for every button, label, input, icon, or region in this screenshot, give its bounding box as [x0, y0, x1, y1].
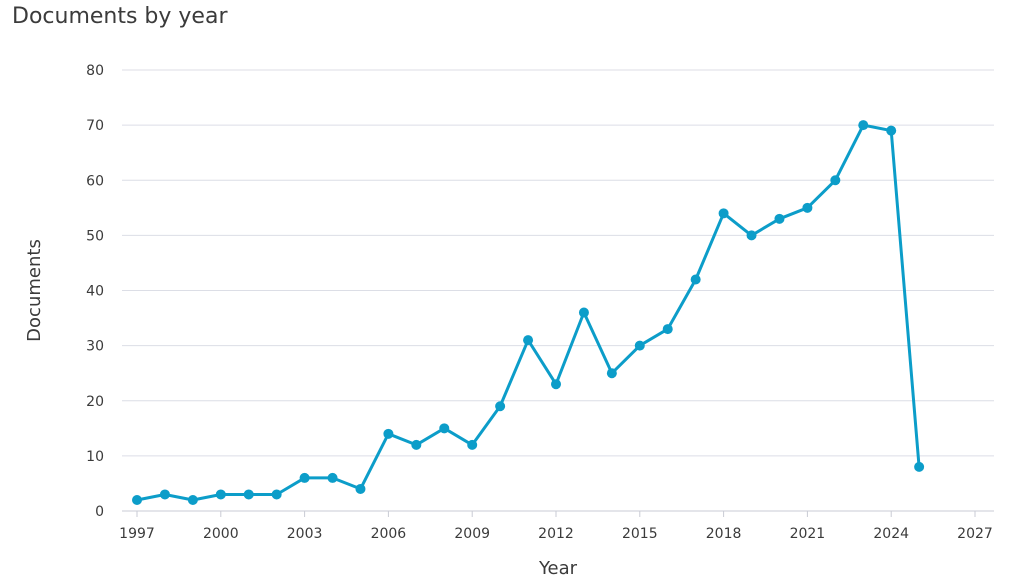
data-point-2006[interactable] — [383, 428, 394, 439]
data-point-1997[interactable] — [132, 494, 142, 505]
data-point-2004[interactable] — [327, 472, 338, 483]
data-point-2000[interactable] — [215, 489, 226, 500]
y-axis-ticks: 0 10 20 30 40 50 60 70 80 — [86, 63, 104, 520]
y-tick-label: 80 — [86, 63, 104, 79]
data-point-2017[interactable] — [690, 274, 701, 285]
data-point-2019[interactable] — [746, 230, 757, 241]
chart-title: Documents by year — [12, 4, 228, 29]
data-point-2012[interactable] — [551, 379, 561, 390]
data-point-2025[interactable] — [914, 461, 925, 472]
y-axis-title: Documents — [24, 239, 45, 342]
data-point-2022[interactable] — [830, 175, 841, 186]
y-tick-label: 0 — [95, 504, 104, 520]
x-tick-label: 1997 — [119, 526, 155, 542]
data-point-2023[interactable] — [858, 120, 869, 131]
x-tick-label: 2024 — [873, 526, 909, 542]
y-tick-label: 10 — [86, 449, 104, 465]
data-point-2021[interactable] — [802, 202, 813, 213]
grid-lines — [122, 69, 994, 512]
x-tick-label: 2021 — [790, 526, 826, 542]
x-tick-label: 2012 — [538, 526, 574, 542]
data-point-1998[interactable] — [159, 489, 170, 500]
data-point-2003[interactable] — [299, 472, 310, 483]
y-tick-label: 40 — [86, 284, 104, 300]
x-tick-label: 2006 — [371, 526, 407, 542]
data-point-2011[interactable] — [523, 335, 534, 346]
data-point-2018[interactable] — [718, 208, 729, 219]
data-point-2015[interactable] — [634, 340, 645, 351]
x-tick-label: 2018 — [706, 526, 742, 542]
y-tick-label: 60 — [86, 173, 104, 189]
y-tick-label: 30 — [86, 339, 104, 355]
x-axis-ticks: 1997 2000 2003 2006 2009 2012 2015 2018 2021 2024… — [119, 511, 993, 542]
data-point-2013[interactable] — [578, 307, 589, 318]
x-tick-label: 2000 — [203, 526, 239, 542]
x-tick-label: 2003 — [287, 526, 323, 542]
data-point-2010[interactable] — [495, 401, 506, 412]
x-axis-title: Year — [538, 558, 578, 579]
x-tick-label: 2015 — [622, 526, 658, 542]
series-layer — [132, 120, 925, 505]
x-tick-label: 2027 — [957, 526, 993, 542]
y-tick-label: 70 — [86, 118, 104, 134]
y-tick-label: 50 — [86, 228, 104, 244]
data-point-2005[interactable] — [355, 483, 366, 494]
data-point-2024[interactable] — [886, 125, 897, 136]
y-tick-label: 20 — [86, 394, 104, 410]
data-point-2008[interactable] — [439, 423, 450, 434]
data-point-2002[interactable] — [271, 489, 282, 500]
data-point-2009[interactable] — [467, 439, 478, 450]
data-point-2001[interactable] — [243, 489, 254, 500]
data-point-2007[interactable] — [411, 439, 422, 450]
x-tick-label: 2009 — [454, 526, 490, 542]
data-point-2014[interactable] — [606, 368, 617, 379]
data-point-2020[interactable] — [774, 213, 785, 224]
series-line — [136, 123, 921, 502]
data-point-1999[interactable] — [187, 494, 198, 505]
data-point-2016[interactable] — [662, 324, 673, 335]
